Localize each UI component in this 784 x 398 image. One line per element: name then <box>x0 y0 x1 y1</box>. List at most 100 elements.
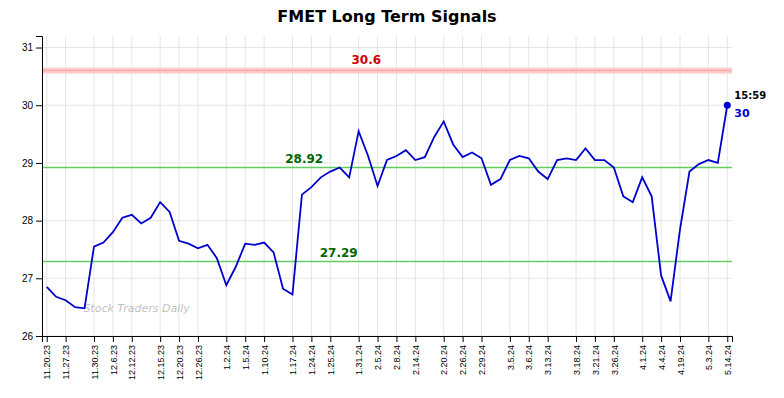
grid-line-x <box>226 36 227 336</box>
x-tick-mark <box>661 336 662 342</box>
x-tick-label: 12.12.23 <box>127 345 137 380</box>
plot-area: Stock Traders Daily11.20.2311.27.2311.30… <box>22 36 766 380</box>
grid-line-x <box>547 36 548 336</box>
x-tick-label: 2.29.24 <box>477 345 487 375</box>
grid-line-x <box>131 36 132 336</box>
y-tick-label: 28 <box>22 215 34 226</box>
y-tick-label: 30 <box>22 100 34 111</box>
x-axis: 11.20.2311.27.2311.30.2312.6.2312.12.231… <box>42 336 733 380</box>
x-tick: 12.20.23 <box>175 336 185 380</box>
watermark: Stock Traders Daily <box>83 302 190 315</box>
x-tick: 3.18.24 <box>572 336 582 375</box>
y-axis: 262728293031 <box>22 37 43 342</box>
x-tick-mark <box>680 336 681 342</box>
grid-line-x <box>576 36 577 336</box>
x-tick-label: 2.14.24 <box>411 345 421 375</box>
reference-line <box>42 261 732 263</box>
x-tick: 1.10.24 <box>260 336 270 375</box>
x-tick-label: 11.27.23 <box>61 345 71 379</box>
reference-label: 28.92 <box>285 152 323 166</box>
x-tick-label: 1.10.24 <box>260 345 270 375</box>
reference-band <box>42 68 732 74</box>
x-tick-label: 3.26.24 <box>609 345 619 375</box>
y-tick-mark <box>36 105 42 106</box>
grid <box>42 36 732 336</box>
x-tick: 3.5.24 <box>506 336 516 370</box>
x-tick-mark <box>378 336 379 342</box>
x-tick-mark <box>359 336 360 342</box>
x-tick: 1.5.24 <box>241 336 251 370</box>
grid-line-x <box>264 36 265 336</box>
x-tick-label: 12.6.23 <box>109 345 119 375</box>
x-tick-label: 1.24.24 <box>307 345 317 375</box>
x-tick-mark <box>444 336 445 342</box>
x-tick-label: 3.21.24 <box>591 345 601 375</box>
x-tick-label: 2.5.24 <box>373 345 383 370</box>
x-tick: 3.26.24 <box>609 336 619 375</box>
x-tick-label: 5.14.24 <box>723 345 733 375</box>
x-tick-mark <box>510 336 511 342</box>
grid-line-x <box>46 36 47 336</box>
x-tick: 5.3.24 <box>704 336 714 370</box>
x-tick-mark <box>132 336 133 342</box>
grid-line-y <box>42 47 732 48</box>
grid-line-x <box>245 36 246 336</box>
grid-line-x <box>443 36 444 336</box>
x-tick: 3.6.24 <box>524 336 534 370</box>
y-tick-mark <box>36 48 42 49</box>
x-tick: 2.5.24 <box>373 336 383 370</box>
x-tick: 12.12.23 <box>127 336 137 380</box>
x-tick: 11.30.23 <box>90 336 100 379</box>
x-tick-mark <box>179 336 180 342</box>
grid-line-x <box>65 36 66 336</box>
grid-line-x <box>396 36 397 336</box>
x-tick-label: 2.26.24 <box>458 345 468 375</box>
x-tick-mark <box>708 336 709 342</box>
grid-line-x <box>528 36 529 336</box>
y-tick: 28 <box>22 215 42 226</box>
x-tick-mark <box>292 336 293 342</box>
grid-line-y <box>42 105 732 106</box>
y-tick-mark <box>36 336 42 337</box>
x-tick-label: 3.5.24 <box>506 345 516 370</box>
grid-line-x <box>197 36 198 336</box>
y-tick: 27 <box>22 273 42 284</box>
x-tick: 2.26.24 <box>458 336 468 375</box>
x-tick-mark <box>198 336 199 342</box>
x-tick-mark <box>226 336 227 342</box>
x-tick: 1.25.24 <box>326 336 336 375</box>
marks <box>42 68 732 309</box>
x-tick: 3.21.24 <box>591 336 601 375</box>
x-tick: 2.20.24 <box>439 336 449 375</box>
x-tick: 1.2.24 <box>222 336 232 370</box>
grid-line-x <box>708 36 709 336</box>
x-tick: 12.15.23 <box>156 336 166 380</box>
grid-line-x <box>613 36 614 336</box>
x-tick-mark <box>264 336 265 342</box>
grid-line-x <box>727 36 728 336</box>
x-tick-label: 3.13.24 <box>543 345 553 375</box>
grid-line-x <box>112 36 113 336</box>
grid-line-x <box>160 36 161 336</box>
x-tick: 5.14.24 <box>723 336 733 375</box>
grid-line-x <box>661 36 662 336</box>
y-tick-mark <box>36 163 42 164</box>
x-tick: 12.6.23 <box>109 336 119 375</box>
x-tick-label: 11.30.23 <box>90 345 100 379</box>
x-tick: 2.14.24 <box>411 336 421 375</box>
x-tick: 4.19.24 <box>676 336 686 375</box>
x-tick: 12.26.23 <box>194 336 204 380</box>
x-tick: 2.8.24 <box>392 336 402 370</box>
x-tick-label: 3.6.24 <box>524 345 534 370</box>
y-tick-mark <box>36 221 42 222</box>
x-tick: 3.13.24 <box>543 336 553 375</box>
x-tick-label: 2.20.24 <box>439 345 449 375</box>
chart-svg: Stock Traders Daily11.20.2311.27.2311.30… <box>0 0 784 398</box>
y-tick: 26 <box>22 331 42 342</box>
x-tick: 1.31.24 <box>354 336 364 375</box>
grid-line-x <box>462 36 463 336</box>
x-tick-mark <box>330 336 331 342</box>
end-value-label: 30 <box>734 107 750 120</box>
reference-label: 30.6 <box>351 53 381 67</box>
x-tick-mark <box>463 336 464 342</box>
